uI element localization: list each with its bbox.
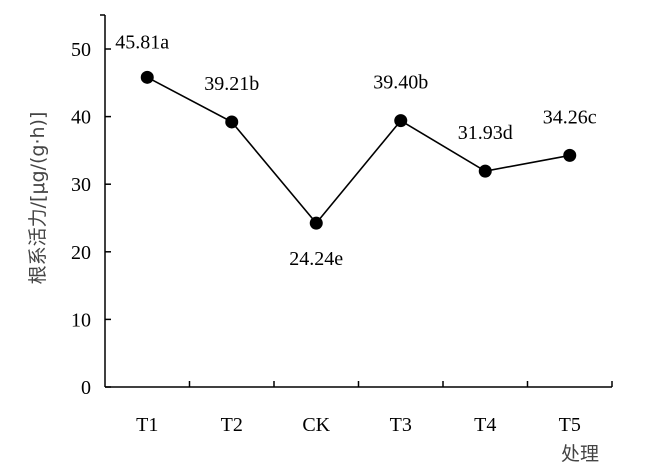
data-label: 45.81a — [115, 31, 169, 53]
x-tick-label: T5 — [559, 414, 581, 436]
y-axis-title: 根系活力/[μg/(g·h)] — [27, 112, 49, 285]
data-point — [563, 148, 577, 162]
y-tick-label: 20 — [71, 242, 91, 264]
x-axis-title: 处理 — [561, 443, 599, 465]
x-tick-label: T1 — [136, 414, 158, 436]
y-tick-label: 40 — [71, 107, 91, 129]
x-tick-label: CK — [302, 414, 330, 436]
data-point — [478, 164, 492, 178]
data-point — [140, 70, 154, 84]
data-labels: 45.81a 39.21b 24.24e 39.40b 31.93d 34.26c — [115, 31, 597, 270]
data-point — [309, 216, 323, 230]
y-tick-label: 50 — [71, 39, 91, 61]
x-axis-ticks: T1 T2 CK T3 T4 T5 — [136, 381, 613, 436]
data-point — [394, 114, 408, 128]
y-tick-label: 0 — [81, 377, 91, 399]
y-tick-label: 10 — [71, 309, 91, 331]
data-label: 39.21b — [204, 73, 259, 95]
data-label: 34.26c — [543, 106, 597, 128]
data-label: 31.93d — [458, 122, 513, 144]
x-tick-label: T3 — [390, 414, 412, 436]
x-tick-label: T4 — [474, 414, 496, 436]
y-tick-label: 30 — [71, 174, 91, 196]
series-group — [140, 70, 577, 230]
data-point — [225, 115, 239, 129]
x-tick-label: T2 — [221, 414, 243, 436]
data-label: 39.40b — [373, 72, 428, 94]
data-label: 24.24e — [289, 248, 343, 270]
y-axis-ticks: 0 10 20 30 40 50 — [71, 39, 111, 399]
series-line — [146, 76, 570, 225]
